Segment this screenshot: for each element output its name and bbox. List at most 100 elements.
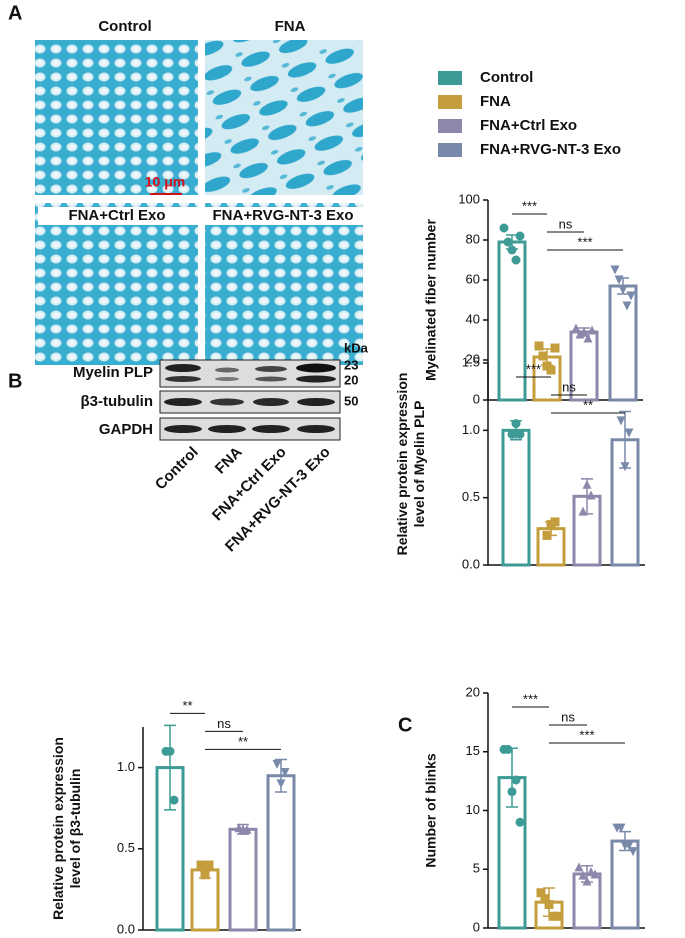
data-point [204,860,214,870]
data-point [272,759,282,769]
significance-label: ns [561,709,575,724]
legend-label: FNA+RVG-NT-3 Exo [480,141,621,158]
y-tick-label: 0.5 [462,489,480,504]
blot-size: 50 [344,393,358,408]
bar [497,240,527,402]
y-tick-label: 40 [466,311,480,326]
significance-label: *** [577,234,592,249]
significance-label: *** [523,691,538,706]
data-point [583,333,593,343]
data-point [536,888,546,898]
data-point [503,744,513,754]
data-point [628,847,638,857]
y-tick-label: 0.5 [117,840,135,855]
blot-row-label: Myelin PLP [73,364,153,381]
data-point [578,870,588,880]
legend-swatch [438,71,462,85]
panel-label: A [8,2,22,24]
data-point [280,767,290,777]
data-point [571,323,581,333]
y-tick-label: 0 [473,919,480,934]
y-axis-label: level of Myelin PLP [411,401,427,528]
data-point [503,237,513,247]
y-axis-label: Number of blinks [423,753,439,868]
data-point [586,490,596,500]
data-point [582,876,592,886]
data-point [579,327,589,337]
data-point [196,860,206,870]
micrograph [35,40,198,195]
bar [266,774,296,932]
data-point [540,894,550,904]
data-point [622,301,632,311]
data-point [626,291,636,301]
micrograph [35,203,198,365]
data-point [534,341,544,351]
data-point [165,746,175,756]
blot-row [159,390,341,414]
bar [608,284,638,402]
data-point [515,817,525,827]
data-point [618,285,628,295]
y-tick-label: 1.0 [117,759,135,774]
data-point [590,869,600,879]
data-point [276,779,286,789]
micrograph-label: FNA+RVG-NT-3 Exo [213,207,354,224]
significance-label: *** [526,361,541,376]
panel-label: C [398,714,412,736]
y-axis-label: Relative protein expression [50,737,66,920]
panel-label: B [8,370,22,392]
significance-label: ns [217,716,231,731]
data-point [515,231,525,241]
legend-swatch [438,95,462,109]
blot-size: 23 [344,357,358,372]
legend-swatch [438,143,462,157]
y-tick-label: 20 [466,351,480,366]
data-point [507,245,517,255]
data-point [507,787,517,797]
data-point [587,325,597,335]
data-point [550,343,560,353]
blot-row [159,417,341,441]
data-point [616,823,626,833]
y-tick-label: 60 [466,271,480,286]
bar [501,428,531,567]
micrograph [205,40,363,195]
data-point [499,223,509,233]
data-point [578,506,588,516]
label-bg [200,207,365,225]
scale-bar-label: 10 μm [145,174,185,190]
data-point [511,775,521,785]
legend-label: FNA [480,93,511,110]
data-point [582,479,592,489]
data-point [242,824,252,834]
data-point [552,911,562,921]
y-tick-label: 1.5 [462,354,480,369]
data-point [511,255,521,265]
data-point [169,795,179,805]
significance-label: ** [182,698,192,713]
y-tick-label: 100 [458,191,480,206]
y-tick-label: 80 [466,231,480,246]
y-axis-label: level of β3-tubulin [67,769,83,889]
y-tick-label: 5 [473,861,480,876]
y-tick-label: 1.0 [462,422,480,437]
significance-label: ns [559,216,573,231]
y-axis-label: Relative protein expression [394,373,410,556]
micrograph-label: Control [98,18,151,35]
blot-row-label: β3-tubulin [81,393,153,410]
y-tick-label: 15 [466,743,480,758]
lane-label: FNA [212,443,246,477]
error-bar [164,724,176,811]
data-point [546,365,556,375]
y-tick-label: 20 [466,684,480,699]
data-point [542,530,552,540]
bar [610,839,640,930]
data-point [620,462,630,472]
significance-label: ns [562,379,576,394]
data-point [538,351,548,361]
y-tick-label: 0.0 [462,556,480,571]
y-tick-label: 0 [473,391,480,406]
data-point [544,900,554,909]
